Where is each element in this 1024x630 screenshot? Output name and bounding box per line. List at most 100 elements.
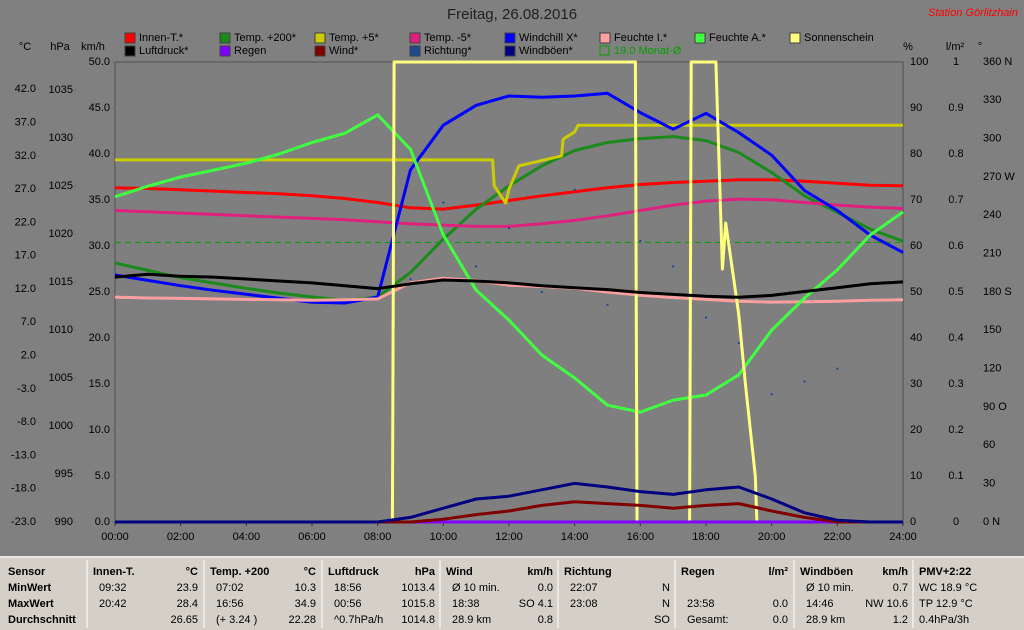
- table-cell: WC 18.9 °C: [919, 582, 977, 594]
- table-cell: NW 10.6: [865, 598, 908, 610]
- table-cell: 14:46: [806, 598, 834, 610]
- table-header: Luftdruck: [328, 566, 380, 578]
- table-header: Innen-T.: [93, 566, 135, 578]
- table-cell: Gesamt:: [687, 614, 729, 626]
- y-tick-label: 0.4: [948, 332, 963, 344]
- plot-area: [114, 61, 904, 523]
- y-tick-label: 12.0: [15, 283, 36, 295]
- chart-title: Freitag, 26.08.2016: [447, 6, 577, 23]
- table-cell: ^0.7hPa/h: [334, 614, 383, 626]
- y-tick-label: 60: [910, 240, 922, 252]
- x-tick-label: 16:00: [627, 531, 655, 543]
- y-tick-label: 40.0: [89, 148, 110, 160]
- y-tick-label: 20.0: [89, 332, 110, 344]
- y-tick-label: 1020: [49, 228, 73, 240]
- direction-dot: [442, 201, 445, 204]
- y-tick-label: 300: [983, 133, 1001, 145]
- table-cell: N: [662, 598, 670, 610]
- direction-dot: [508, 227, 510, 230]
- series-line: [115, 123, 903, 205]
- series-line: [114, 113, 904, 414]
- legend-label: Windchill X*: [519, 32, 578, 44]
- table-cell: 23:58: [687, 598, 715, 610]
- direction-dot: [606, 303, 609, 306]
- direction-dot: [409, 278, 412, 281]
- legend-label: Wind*: [329, 45, 359, 57]
- table-header: °C: [304, 566, 316, 578]
- series-line: [115, 60, 903, 524]
- table-cell: 26.65: [170, 614, 198, 626]
- table-header: km/h: [882, 566, 908, 578]
- x-tick-label: 24:00: [889, 531, 917, 543]
- table-cell: 1.2: [893, 614, 908, 626]
- direction-dot: [672, 265, 675, 268]
- table-cell: 1015.8: [401, 598, 435, 610]
- x-tick-label: 18:00: [692, 531, 720, 543]
- legend-swatch: [409, 45, 421, 57]
- y-tick-label: 70: [910, 194, 922, 206]
- table-cell: SO 4.1: [519, 598, 553, 610]
- direction-dot: [705, 316, 707, 319]
- axis-unit: hPa: [50, 41, 70, 53]
- y-tick-label: 32.0: [15, 150, 36, 162]
- y-tick-label: 17.0: [15, 250, 36, 262]
- y-tick-label: -23.0: [11, 516, 36, 528]
- direction-dot: [737, 342, 740, 345]
- direction-dot: [540, 291, 543, 293]
- y-tick-label: 360 N: [983, 56, 1012, 68]
- table-cell: 18:56: [334, 582, 362, 594]
- x-tick-label: 00:00: [101, 531, 129, 543]
- legend-label: Innen-T.*: [139, 32, 184, 44]
- table-cell: 22:07: [570, 582, 598, 594]
- y-tick-label: 7.0: [21, 316, 36, 328]
- series-line: [115, 481, 903, 524]
- legend-swatch: [504, 45, 516, 57]
- table-header: Temp. +200: [210, 566, 269, 578]
- y-tick-label: 40: [910, 332, 922, 344]
- y-tick-label: 0.9: [948, 102, 963, 114]
- table-cell: N: [662, 582, 670, 594]
- table-row-label: MinWert: [8, 582, 52, 594]
- y-tick-label: 80: [910, 148, 922, 160]
- y-tick-label: 330: [983, 94, 1001, 106]
- legend-label: Sonnenschein: [804, 32, 874, 44]
- legend-swatch: [314, 45, 326, 57]
- y-tick-label: 1: [953, 56, 959, 68]
- table-row-label: Sensor: [8, 566, 46, 578]
- x-tick-label: 08:00: [364, 531, 392, 543]
- y-tick-label: 100: [910, 56, 928, 68]
- table-cell: 23:08: [570, 598, 598, 610]
- table-header: hPa: [415, 566, 436, 578]
- y-tick-label: 30: [983, 478, 995, 490]
- y-tick-label: -3.0: [17, 383, 36, 395]
- table-cell: 1014.8: [401, 614, 435, 626]
- y-tick-label: 0.3: [948, 378, 963, 390]
- y-tick-label: 60: [983, 439, 995, 451]
- table-cell: Ø 10 min.: [806, 582, 854, 594]
- y-tick-label: 50: [910, 286, 922, 298]
- x-tick-label: 06:00: [298, 531, 326, 543]
- legend-swatch: [504, 32, 516, 44]
- legend-swatch: [219, 32, 231, 44]
- legend-swatch: [789, 32, 801, 44]
- series-line: [114, 276, 904, 304]
- y-tick-label: 120: [983, 363, 1001, 375]
- table-cell: 20:42: [99, 598, 127, 610]
- direction-dot: [573, 188, 576, 191]
- y-tick-label: 1015: [49, 276, 73, 288]
- y-tick-label: 0.8: [948, 148, 963, 160]
- y-tick-label: 2.0: [21, 349, 36, 361]
- legend-swatch: [409, 32, 421, 44]
- y-tick-label: 1010: [49, 324, 73, 336]
- legend-swatch: [124, 32, 136, 44]
- y-tick-label: 1030: [49, 132, 73, 144]
- y-tick-label: 30.0: [89, 240, 110, 252]
- table-cell: Ø 10 min.: [452, 582, 500, 594]
- y-tick-label: 45.0: [89, 102, 110, 114]
- y-tick-label: 1005: [49, 372, 73, 384]
- table-header: km/h: [527, 566, 553, 578]
- axis-unit: l/m²: [946, 41, 965, 53]
- y-tick-label: 50.0: [89, 56, 110, 68]
- y-tick-label: 240: [983, 209, 1001, 221]
- y-tick-label: 990: [55, 516, 73, 528]
